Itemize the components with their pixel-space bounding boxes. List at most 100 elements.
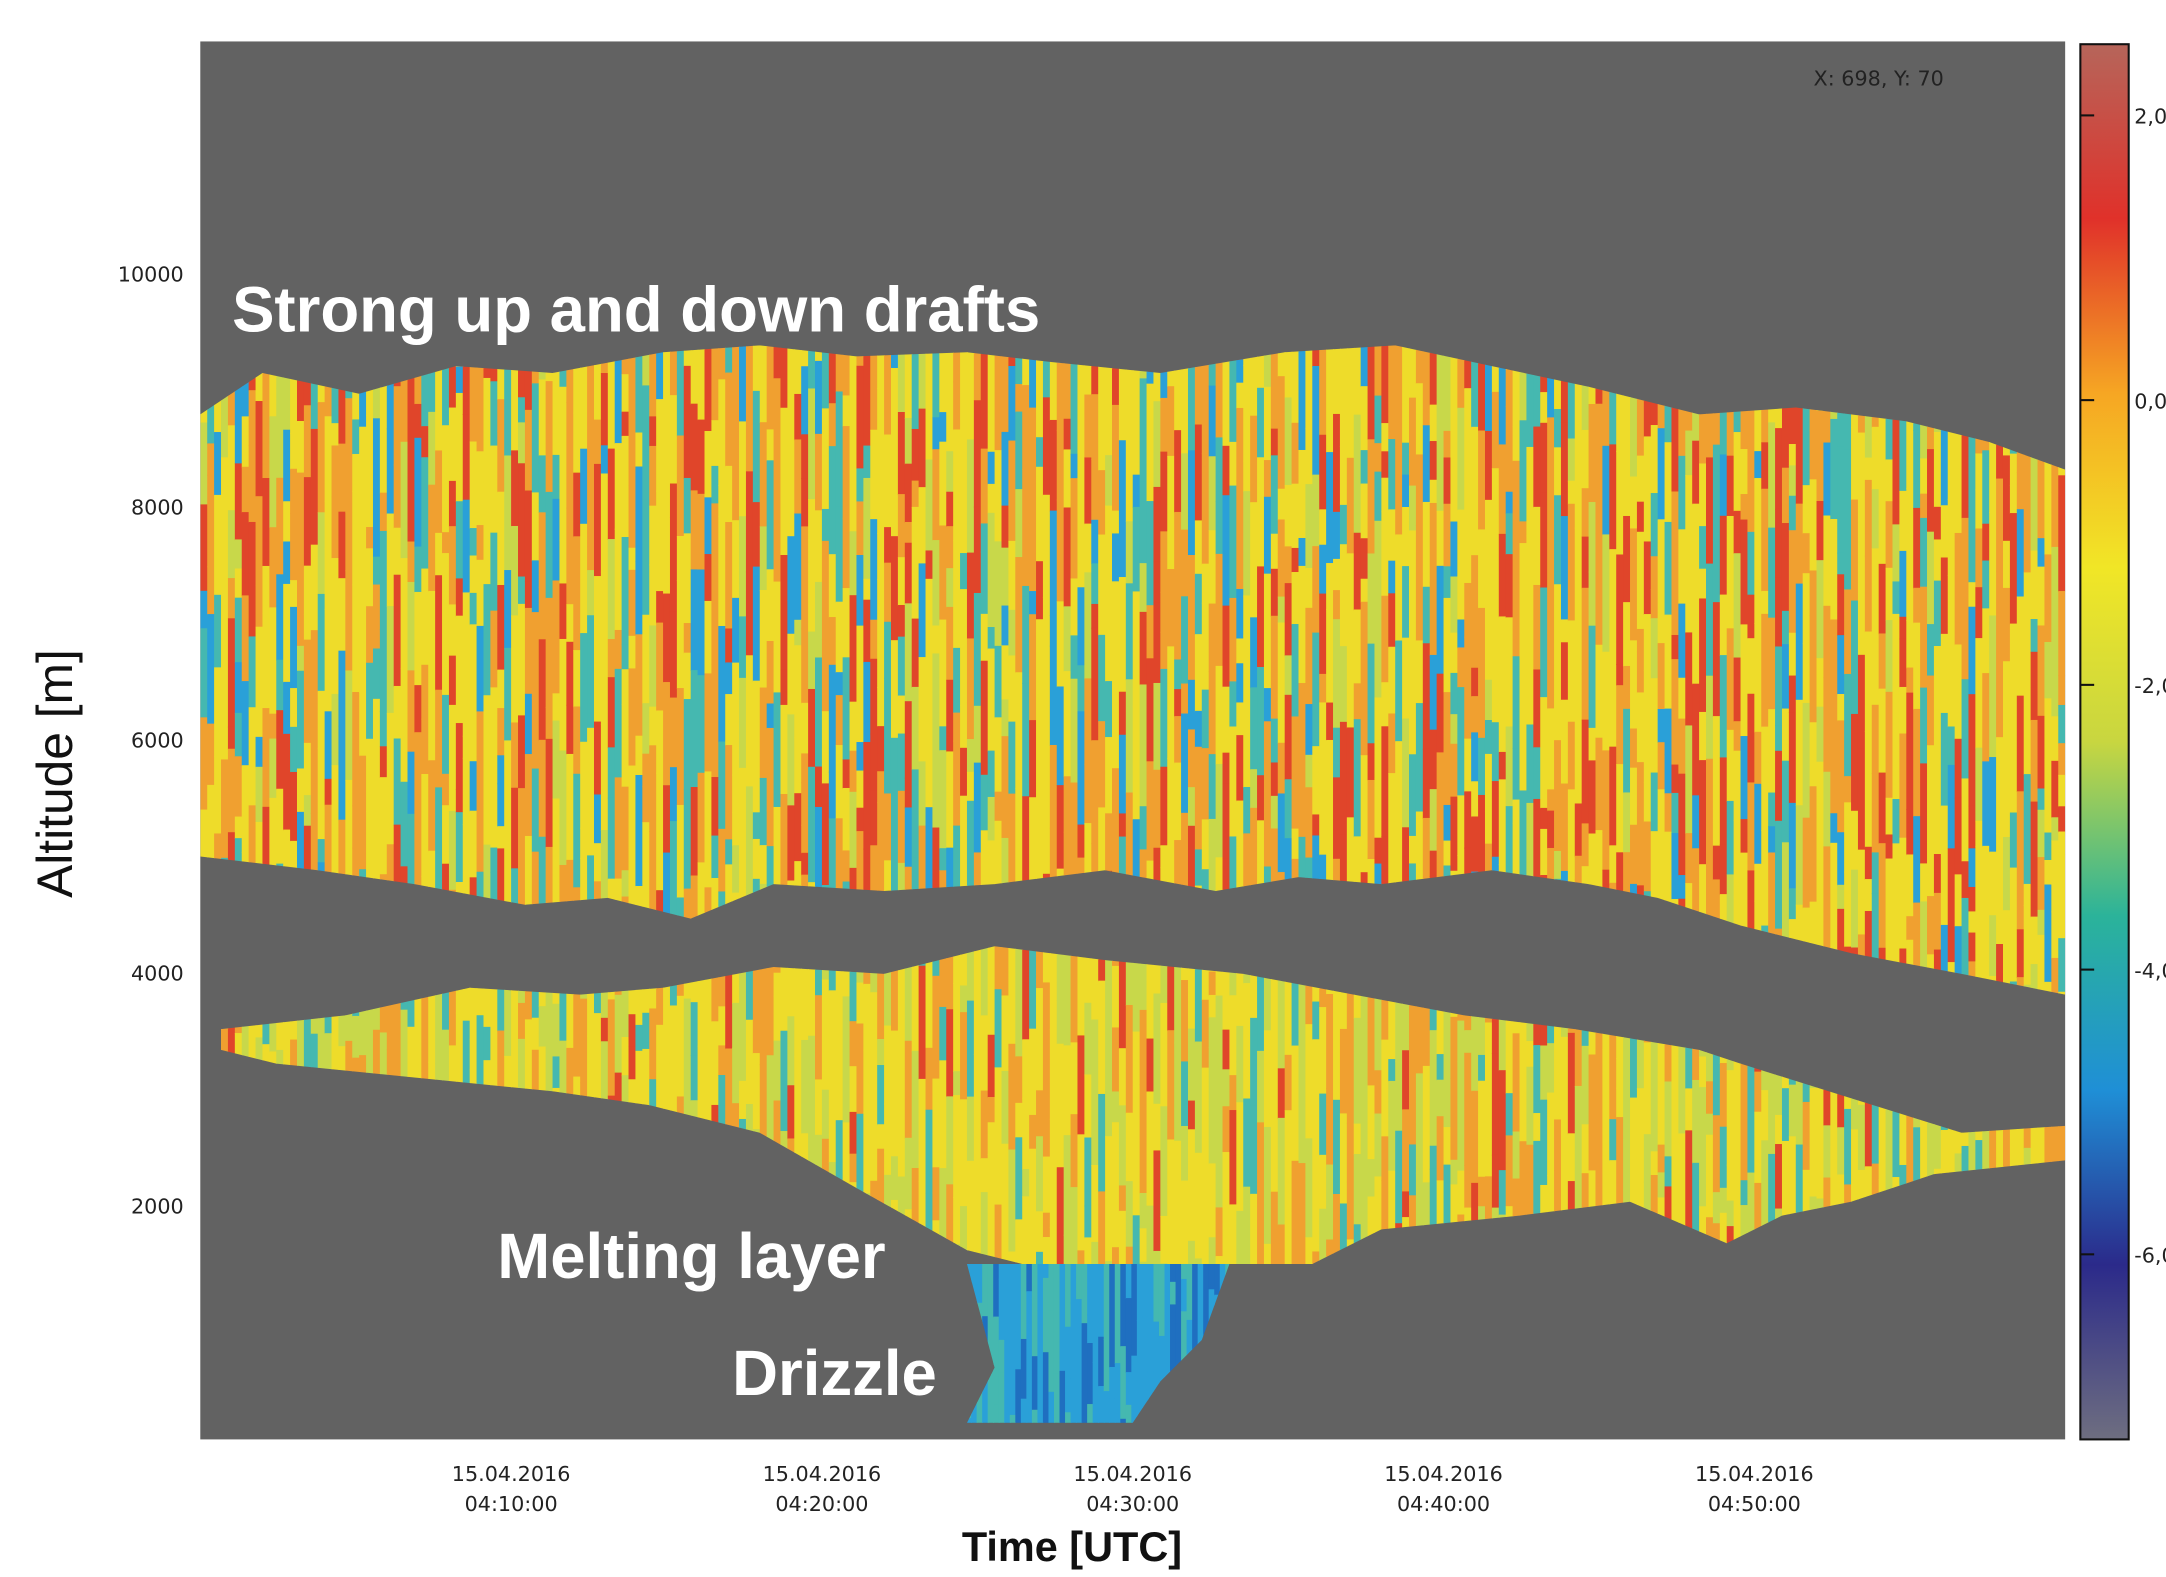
echo-cell: [332, 423, 340, 446]
echo-cell: [677, 805, 685, 898]
echo-cell: [1071, 478, 1079, 579]
echo-cell: [601, 653, 609, 724]
echo-cell: [1188, 1129, 1196, 1241]
echo-cell: [1789, 496, 1797, 531]
echo-cell: [1879, 689, 1887, 774]
echo-cell: [214, 667, 222, 756]
echo-cell: [1347, 1053, 1355, 1124]
echo-cell: [1741, 449, 1749, 495]
echo-cell: [1678, 774, 1686, 876]
echo-cell: [670, 395, 678, 484]
echo-cell: [1561, 1117, 1569, 1199]
echo-cell: [518, 422, 526, 464]
echo-cell: [1913, 588, 1921, 624]
echo-cell: [1354, 1154, 1362, 1225]
echo-cell: [836, 1026, 844, 1089]
echo-cell: [332, 694, 340, 766]
echo-cell: [1312, 814, 1320, 836]
echo-cell: [1257, 775, 1265, 821]
echo-cell: [428, 635, 436, 664]
echo-cell: [497, 783, 505, 827]
echo-cell: [801, 753, 809, 783]
echo-cell: [1671, 659, 1679, 702]
echo-cell: [1388, 1059, 1396, 1082]
echo-cell: [1423, 1066, 1431, 1183]
echo-cell: [1720, 757, 1728, 845]
echo-cell: [1692, 684, 1700, 796]
echo-cell: [753, 502, 761, 530]
echo-cell: [1423, 643, 1431, 749]
echo-cell: [739, 338, 747, 422]
echo-cell: [1768, 643, 1776, 710]
echo-cell: [1409, 398, 1417, 487]
echo-cell: [1444, 504, 1452, 567]
echo-cell: [698, 338, 706, 420]
echo-cell: [1010, 1257, 1016, 1332]
echo-cell: [1354, 503, 1362, 534]
echo-cell: [1589, 728, 1597, 761]
echo-cell: [559, 387, 567, 474]
echo-cell: [1361, 579, 1369, 603]
echo-cell: [1084, 524, 1092, 574]
echo-cell: [553, 643, 561, 665]
echo-cell: [1264, 1030, 1272, 1127]
echo-cell: [1561, 700, 1569, 785]
echo-cell: [850, 1154, 858, 1183]
echo-cell: [1305, 981, 1313, 1025]
echo-cell: [1768, 751, 1776, 794]
echo-cell: [1409, 1032, 1417, 1065]
echo-cell: [912, 769, 920, 858]
echo-cell: [746, 420, 754, 472]
echo-cell: [1554, 1021, 1562, 1078]
echo-cell: [1540, 392, 1548, 424]
echo-cell: [2038, 810, 2046, 858]
echo-cell: [967, 553, 975, 640]
echo-cell: [1471, 1091, 1479, 1184]
echo-cell: [822, 1038, 830, 1090]
echo-cell: [1899, 491, 1907, 552]
echo-cell: [297, 550, 305, 647]
echo-cell: [960, 705, 968, 748]
echo-cell: [1395, 741, 1403, 790]
echo-cell: [200, 717, 208, 810]
echo-cell: [1416, 997, 1424, 1075]
echo-cell: [1319, 1155, 1327, 1210]
echo-cell: [1271, 569, 1279, 617]
echo-cell: [1450, 522, 1458, 578]
echo-cell: [981, 939, 989, 1016]
echo-cell: [1899, 734, 1907, 839]
echo-cell: [1374, 1070, 1382, 1114]
echo-cell: [1381, 423, 1389, 452]
echo-cell: [1340, 1029, 1348, 1114]
echo-cell: [1395, 1061, 1403, 1132]
echo-cell: [898, 791, 906, 818]
echo-cell: [1561, 784, 1569, 872]
echo-cell: [1243, 787, 1251, 834]
echo-cell: [1492, 1053, 1500, 1156]
echo-cell: [373, 418, 381, 496]
echo-cell: [856, 501, 864, 555]
echo-cell: [1381, 596, 1389, 683]
echo-cell: [995, 717, 1003, 792]
echo-cell: [594, 464, 602, 577]
echo-cell: [960, 437, 968, 554]
echo-cell: [490, 381, 498, 446]
echo-cell: [856, 742, 864, 771]
echo-cell: [2031, 551, 2039, 620]
echo-cell: [1810, 430, 1818, 480]
echo-cell: [1077, 825, 1085, 859]
echo-cell: [1478, 431, 1486, 531]
echo-cell: [1236, 481, 1244, 590]
echo-cell: [1001, 1071, 1009, 1145]
echo-cell: [1015, 1257, 1021, 1370]
echo-cell: [1105, 1025, 1113, 1090]
echo-cell: [1340, 338, 1348, 446]
echo-cell: [1021, 1339, 1027, 1400]
echo-cell: [497, 708, 505, 756]
echo-cell: [1381, 511, 1389, 596]
echo-cell: [1109, 1257, 1115, 1368]
echo-cell: [2010, 485, 2018, 514]
echo-cell: [559, 751, 567, 866]
echo-cell: [1223, 1106, 1231, 1153]
echo-cell: [1437, 752, 1445, 846]
